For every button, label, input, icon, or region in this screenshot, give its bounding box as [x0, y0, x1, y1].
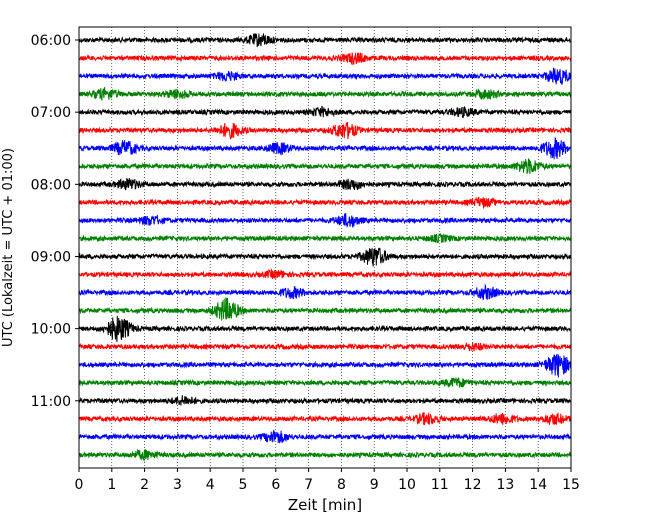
- y-tick-label: 09:00: [31, 249, 71, 265]
- x-tick-label: 2: [140, 477, 149, 493]
- x-tick-label: 3: [173, 477, 182, 493]
- x-tick-label: 13: [496, 477, 514, 493]
- x-tick-label: 5: [239, 477, 248, 493]
- seismogram-trace: [78, 448, 572, 462]
- x-tick-label: 10: [398, 477, 416, 493]
- plot-frame: [78, 26, 572, 469]
- seismogram-trace: [78, 342, 572, 352]
- seismogram-trace: [78, 395, 572, 406]
- x-tick-label: 14: [529, 477, 547, 493]
- seismogram-trace: [78, 283, 572, 301]
- y-tick-label: 11:00: [31, 394, 71, 410]
- x-axis-label: Zeit [min]: [288, 496, 362, 514]
- y-axis-ticks: 06:00 07:00 08:00 09:00 10:00 11:00: [31, 33, 79, 410]
- seismogram-trace: [78, 247, 572, 267]
- x-axis-ticks: 0 1 2 3 4 5 6 7 8 9 10 11 12 13 14 15: [75, 468, 580, 493]
- y-tick-label: 10:00: [31, 322, 71, 338]
- seismogram-trace: [78, 177, 572, 191]
- x-tick-label: 11: [431, 477, 449, 493]
- x-tick-label: 4: [206, 477, 215, 493]
- seismogram-trace: [78, 315, 572, 343]
- x-tick-label: 7: [304, 477, 313, 493]
- x-tick-label: 12: [464, 477, 482, 493]
- y-tick-label: 08:00: [31, 177, 71, 193]
- y-tick-label: 06:00: [31, 33, 71, 49]
- seismogram-trace: [78, 196, 572, 210]
- x-tick-label: 8: [337, 477, 346, 493]
- seismogram-trace: [78, 86, 572, 101]
- x-tick-label: 1: [107, 477, 116, 493]
- seismogram-trace: [78, 105, 572, 119]
- seismogram-trace: [78, 233, 572, 244]
- seismogram-trace: [78, 52, 572, 66]
- y-axis-label: UTC (Lokalzeit = UTC + 01:00): [1, 148, 16, 347]
- seismogram-traces: [78, 33, 572, 462]
- x-tick-label: 15: [562, 477, 580, 493]
- seismogram-trace: [78, 377, 572, 388]
- seismogram-trace: [78, 121, 572, 140]
- seismogram-trace: [78, 268, 572, 280]
- seismogram-trace: [78, 158, 572, 175]
- x-tick-label: 9: [370, 477, 379, 493]
- seismogram-trace: [78, 297, 572, 321]
- y-tick-label: 07:00: [31, 105, 71, 121]
- seismogram-trace: [78, 33, 572, 48]
- seismogram-trace: [78, 354, 572, 378]
- seismogram-trace: [78, 136, 572, 160]
- seismogram-trace: [78, 212, 572, 229]
- seismogram-trace: [78, 67, 572, 85]
- x-tick-label: 0: [75, 477, 84, 493]
- seismogram-trace: [78, 429, 572, 444]
- x-tick-label: 6: [271, 477, 280, 493]
- seismogram-trace: [78, 411, 572, 426]
